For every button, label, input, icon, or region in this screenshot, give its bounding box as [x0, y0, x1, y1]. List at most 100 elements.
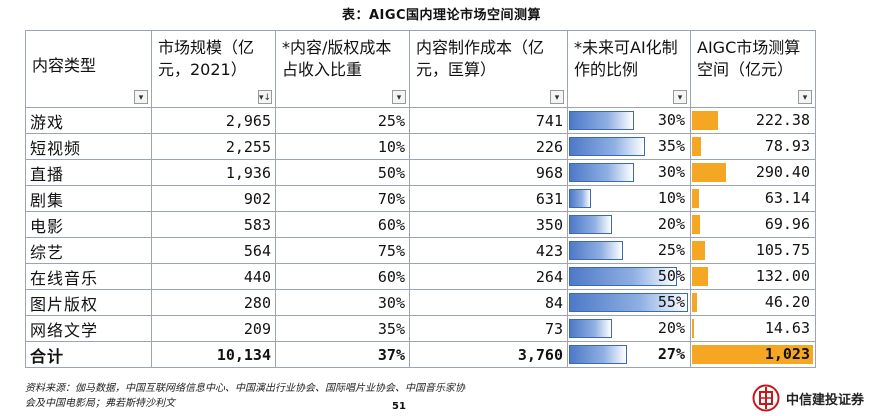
cell-cost-ratio[interactable]: 10%: [275, 133, 410, 160]
cell-production-cost[interactable]: 73: [409, 315, 568, 342]
total-row: 合计 10,134 37% 3,760 27% 1,023: [25, 341, 816, 368]
filter-dropdown-icon[interactable]: ▾: [673, 90, 687, 104]
cell-production-cost[interactable]: 741: [409, 107, 568, 134]
cell-cost-ratio[interactable]: 75%: [275, 237, 410, 264]
filter-dropdown-icon[interactable]: ▾: [798, 90, 812, 104]
cell-market-size[interactable]: 583: [151, 211, 276, 238]
ai-ratio-databar: [569, 163, 634, 182]
header-row: 内容类型 ▾ 市场规模（亿元，2021） ▾↓ *内容/版权成本占收入比重 ▾ …: [25, 30, 816, 108]
cell-market-size[interactable]: 564: [151, 237, 276, 264]
cell-cost-ratio[interactable]: 30%: [275, 289, 410, 316]
cell-production-cost[interactable]: 350: [409, 211, 568, 238]
cell-content-type[interactable]: 电影: [25, 211, 152, 238]
cell-aigc-space[interactable]: 78.93: [690, 133, 816, 160]
cell-ai-ratio[interactable]: 27%: [567, 341, 691, 368]
table-row: 直播 1,936 50% 968 30% 290.40: [25, 159, 816, 186]
header-production-cost: 内容制作成本（亿元，匡算） ▾: [409, 30, 568, 108]
cell-production-cost[interactable]: 631: [409, 185, 568, 212]
cell-production-cost[interactable]: 264: [409, 263, 568, 290]
cell-ai-ratio[interactable]: 10%: [567, 185, 691, 212]
cell-ai-ratio[interactable]: 30%: [567, 159, 691, 186]
cell-ai-ratio[interactable]: 20%: [567, 315, 691, 342]
cell-aigc-space[interactable]: 105.75: [690, 237, 816, 264]
filter-dropdown-icon[interactable]: ▾: [550, 90, 564, 104]
ai-ratio-value: 50%: [657, 267, 685, 285]
filter-dropdown-icon[interactable]: ▾: [134, 90, 148, 104]
header-label: *未来可AI化制作的比例: [574, 38, 678, 79]
cell-aigc-space[interactable]: 222.38: [690, 107, 816, 134]
table-row: 图片版权 280 30% 84 55% 46.20: [25, 289, 816, 316]
aigc-space-value: 78.93: [764, 137, 810, 155]
cell-ai-ratio[interactable]: 25%: [567, 237, 691, 264]
cell-market-size[interactable]: 1,936: [151, 159, 276, 186]
cell-aigc-space[interactable]: 46.20: [690, 289, 816, 316]
cell-ai-ratio[interactable]: 35%: [567, 133, 691, 160]
source-line: 会及中国电影局；弗若斯特沙利文: [25, 398, 175, 409]
cell-aigc-space[interactable]: 1,023: [690, 341, 816, 368]
cell-aigc-space[interactable]: 132.00: [690, 263, 816, 290]
source-line: 资料来源：伽马数据，中国互联网络信息中心、中国演出行业协会、国际唱片业协会、中国…: [25, 383, 465, 394]
cell-cost-ratio[interactable]: 35%: [275, 315, 410, 342]
table-row: 在线音乐 440 60% 264 50% 132.00: [25, 263, 816, 290]
ai-ratio-value: 35%: [657, 137, 685, 155]
table-row: 剧集 902 70% 631 10% 63.14: [25, 185, 816, 212]
cell-content-type[interactable]: 游戏: [25, 107, 152, 134]
cell-content-type[interactable]: 短视频: [25, 133, 152, 160]
ai-ratio-value: 20%: [657, 319, 685, 337]
cell-market-size[interactable]: 2,965: [151, 107, 276, 134]
cell-cost-ratio[interactable]: 37%: [275, 341, 410, 368]
cell-content-type[interactable]: 合计: [25, 341, 152, 368]
filter-dropdown-icon[interactable]: ▾: [392, 90, 406, 104]
cell-cost-ratio[interactable]: 70%: [275, 185, 410, 212]
ai-ratio-databar: [569, 267, 677, 286]
cell-aigc-space[interactable]: 63.14: [690, 185, 816, 212]
cell-content-type[interactable]: 综艺: [25, 237, 152, 264]
table-row: 游戏 2,965 25% 741 30% 222.38: [25, 107, 816, 134]
ai-ratio-databar: [569, 293, 688, 312]
aigc-space-databar: [692, 319, 694, 338]
ai-ratio-value: 27%: [657, 345, 685, 363]
sort-filter-dropdown-icon[interactable]: ▾↓: [258, 90, 272, 104]
cell-market-size[interactable]: 440: [151, 263, 276, 290]
citic-logo-icon: [752, 384, 780, 412]
cell-market-size[interactable]: 280: [151, 289, 276, 316]
cell-cost-ratio[interactable]: 60%: [275, 263, 410, 290]
cell-content-type[interactable]: 直播: [25, 159, 152, 186]
cell-cost-ratio[interactable]: 50%: [275, 159, 410, 186]
cell-market-size[interactable]: 10,134: [151, 341, 276, 368]
ai-ratio-value: 10%: [657, 189, 685, 207]
cell-aigc-space[interactable]: 14.63: [690, 315, 816, 342]
ai-ratio-value: 25%: [657, 241, 685, 259]
cell-production-cost[interactable]: 968: [409, 159, 568, 186]
ai-ratio-value: 30%: [657, 111, 685, 129]
cell-content-type[interactable]: 在线音乐: [25, 263, 152, 290]
cell-ai-ratio[interactable]: 55%: [567, 289, 691, 316]
cell-market-size[interactable]: 2,255: [151, 133, 276, 160]
cell-content-type[interactable]: 网络文学: [25, 315, 152, 342]
aigc-space-databar: [692, 189, 699, 208]
cell-production-cost[interactable]: 226: [409, 133, 568, 160]
cell-aigc-space[interactable]: 290.40: [690, 159, 816, 186]
cell-market-size[interactable]: 209: [151, 315, 276, 342]
company-logo: 中信建投证券: [752, 384, 864, 412]
cell-cost-ratio[interactable]: 60%: [275, 211, 410, 238]
table-title: 表：AIGC国内理论市场空间测算: [341, 8, 542, 23]
cell-market-size[interactable]: 902: [151, 185, 276, 212]
aigc-space-databar: [692, 111, 718, 130]
cell-content-type[interactable]: 图片版权: [25, 289, 152, 316]
header-ai-ratio: *未来可AI化制作的比例 ▾: [567, 30, 691, 108]
cell-production-cost[interactable]: 3,760: [409, 341, 568, 368]
cell-production-cost[interactable]: 84: [409, 289, 568, 316]
cell-aigc-space[interactable]: 69.96: [690, 211, 816, 238]
cell-ai-ratio[interactable]: 20%: [567, 211, 691, 238]
cell-production-cost[interactable]: 423: [409, 237, 568, 264]
ai-ratio-databar: [569, 215, 612, 234]
header-label: 市场规模（亿元，2021）: [158, 38, 255, 79]
cell-cost-ratio[interactable]: 25%: [275, 107, 410, 134]
cell-ai-ratio[interactable]: 50%: [567, 263, 691, 290]
ai-ratio-value: 30%: [657, 163, 685, 181]
header-aigc-space: AIGC市场测算空间（亿元） ▾: [690, 30, 816, 108]
cell-ai-ratio[interactable]: 30%: [567, 107, 691, 134]
header-label: 内容制作成本（亿元，匡算）: [416, 38, 545, 79]
cell-content-type[interactable]: 剧集: [25, 185, 152, 212]
